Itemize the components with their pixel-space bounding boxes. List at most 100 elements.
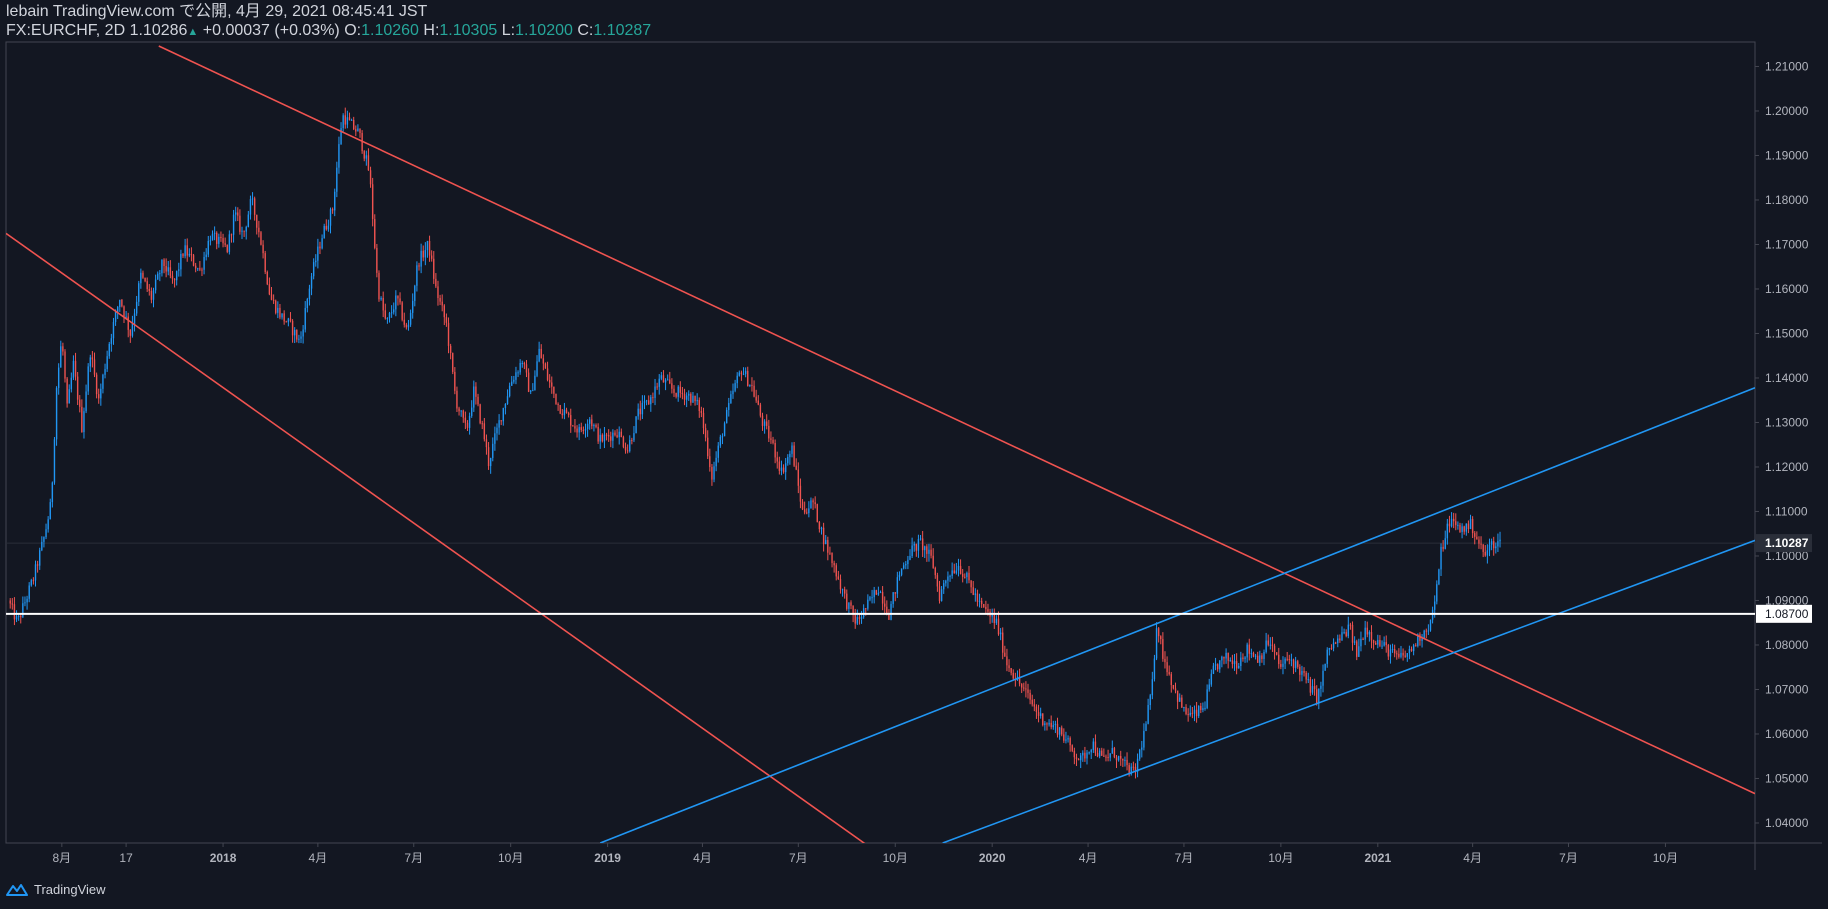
candle-body bbox=[1042, 713, 1044, 726]
candle-body bbox=[591, 419, 593, 427]
candle-body bbox=[940, 589, 943, 601]
trendline-upper-blue[interactable] bbox=[599, 387, 1755, 843]
candle-body bbox=[652, 397, 654, 399]
candle-body bbox=[239, 215, 241, 232]
candle-body bbox=[167, 267, 169, 272]
candle-body bbox=[1050, 722, 1052, 728]
candle-body bbox=[1370, 631, 1373, 641]
candle-body bbox=[47, 519, 49, 530]
candle-body bbox=[264, 253, 266, 272]
candle-body bbox=[452, 353, 454, 372]
candle-body bbox=[1417, 634, 1419, 646]
candle-body bbox=[289, 318, 292, 321]
candle-body bbox=[774, 442, 776, 458]
candle-body bbox=[1210, 673, 1213, 685]
candle-body bbox=[957, 565, 960, 571]
trendline-upper-red[interactable] bbox=[158, 45, 1755, 795]
candle-body bbox=[213, 232, 216, 234]
candle-body bbox=[300, 336, 302, 339]
candle-body bbox=[437, 286, 439, 299]
candle-body bbox=[578, 427, 580, 433]
candle-body bbox=[72, 360, 75, 378]
candle-body bbox=[1400, 652, 1402, 657]
candle-body bbox=[1278, 654, 1280, 665]
candle-body bbox=[679, 386, 682, 393]
candle-body bbox=[1058, 727, 1061, 735]
candle-body bbox=[197, 268, 199, 270]
candle-body bbox=[1450, 518, 1453, 527]
candle-body bbox=[146, 281, 148, 290]
trendline-lower-blue[interactable] bbox=[942, 539, 1755, 843]
candle-body bbox=[892, 592, 894, 604]
candle-body bbox=[116, 307, 119, 312]
candle-body bbox=[1444, 538, 1446, 549]
candle-body bbox=[498, 420, 500, 428]
candle-body bbox=[818, 521, 821, 530]
candle-body bbox=[386, 318, 389, 320]
candle-body bbox=[561, 413, 564, 416]
candle-body bbox=[232, 214, 235, 235]
chart-header: lebain TradingView.com で公開, 4月 29, 2021 … bbox=[6, 2, 651, 42]
candle-body bbox=[1313, 686, 1316, 690]
candle-body bbox=[93, 359, 96, 375]
candle-body bbox=[1208, 684, 1210, 690]
last-price: 1.10286 bbox=[129, 22, 188, 39]
candle-body bbox=[584, 429, 587, 431]
candle-body bbox=[766, 421, 768, 426]
candle-body bbox=[20, 616, 22, 618]
candle-body bbox=[1463, 526, 1465, 532]
time-tick-label: 2021 bbox=[1364, 851, 1391, 865]
candle-body bbox=[614, 432, 616, 436]
candle-body bbox=[1497, 541, 1499, 547]
candle-body bbox=[1008, 665, 1010, 669]
candle-body bbox=[1189, 712, 1191, 716]
candle-body bbox=[426, 240, 429, 251]
candle-body bbox=[504, 403, 507, 409]
candle-body bbox=[226, 244, 228, 252]
candle-body bbox=[268, 284, 271, 295]
candle-body bbox=[976, 593, 979, 602]
candle-body bbox=[719, 436, 722, 446]
candle-body bbox=[938, 586, 941, 601]
trendlines-layer bbox=[6, 45, 1755, 853]
candle-body bbox=[470, 407, 473, 416]
candle-body bbox=[1440, 546, 1442, 570]
time-tick-label: 10月 bbox=[498, 851, 523, 865]
candle-body bbox=[1480, 543, 1482, 545]
candle-body bbox=[1309, 679, 1312, 693]
candle-body bbox=[401, 302, 403, 320]
candle-body bbox=[947, 576, 949, 581]
candle-body bbox=[515, 372, 517, 380]
candle-body bbox=[776, 457, 778, 462]
candle-body bbox=[1113, 748, 1116, 758]
candle-body bbox=[902, 565, 905, 569]
candle-body bbox=[736, 375, 738, 384]
candle-body bbox=[245, 226, 247, 232]
price-axis: 1.21000 1.20000 1.19000 1.18000 1.17000 1.160… bbox=[1755, 59, 1812, 830]
candle-body bbox=[787, 457, 789, 464]
candle-body bbox=[1216, 664, 1219, 670]
candle-body bbox=[1412, 645, 1415, 652]
footer-brand[interactable]: TradingView bbox=[34, 882, 106, 897]
open-value: 1.10260 bbox=[361, 22, 419, 39]
candle-body bbox=[723, 423, 726, 437]
candle-body bbox=[538, 348, 540, 362]
candle-body bbox=[64, 351, 66, 379]
trendline-lower-red[interactable] bbox=[6, 232, 878, 853]
candle-body bbox=[275, 300, 277, 313]
footer: TradingView bbox=[6, 882, 106, 897]
candle-body bbox=[738, 372, 741, 376]
candle-body bbox=[728, 403, 730, 410]
candle-body bbox=[759, 404, 762, 416]
candle-body bbox=[466, 422, 469, 428]
candle-body bbox=[508, 385, 511, 397]
candle-body bbox=[968, 572, 970, 581]
candle-body bbox=[95, 374, 98, 395]
symbol-ohlc-line: FX:EURCHF, 2D 1.10286▲ +0.00037 (+0.03%)… bbox=[6, 21, 651, 42]
candle-body bbox=[104, 369, 106, 375]
candle-body bbox=[734, 383, 736, 391]
candle-body bbox=[487, 447, 490, 467]
candle-body bbox=[725, 409, 728, 424]
candle-body bbox=[1334, 642, 1337, 644]
